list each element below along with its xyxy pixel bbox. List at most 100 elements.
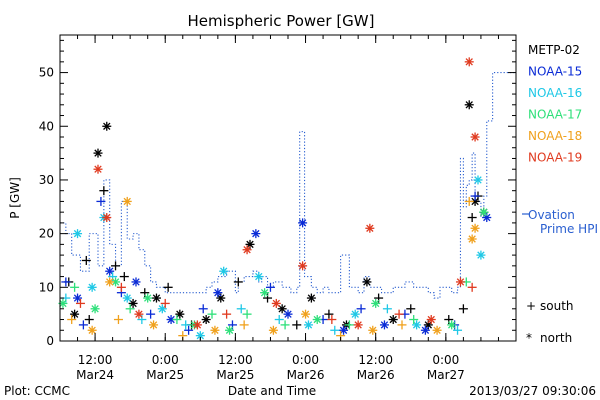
data-point (84, 315, 94, 325)
data-point (70, 309, 80, 319)
data-point (470, 132, 480, 142)
data-point (222, 309, 232, 319)
data-point (70, 282, 80, 292)
data-point (397, 320, 407, 330)
x-tick-label-date: Mar25 (146, 368, 184, 382)
data-point (122, 196, 132, 206)
point-stroke (304, 321, 313, 329)
data-point (198, 304, 208, 314)
data-point (426, 315, 436, 325)
data-point (479, 207, 489, 217)
point-stroke (91, 305, 99, 313)
series-noaa-15 (61, 191, 492, 335)
point-stroke (246, 240, 254, 249)
y-tick-label: 0 (46, 334, 54, 348)
data-point (303, 320, 313, 330)
data-point (219, 266, 229, 276)
point-stroke (424, 321, 433, 329)
ovation-hpi-line (60, 72, 516, 299)
data-point (125, 304, 135, 314)
data-point (455, 277, 465, 287)
data-point (116, 282, 126, 292)
point-stroke (313, 315, 321, 324)
legend-noaa-16: NOAA-16 (528, 86, 582, 100)
data-point (105, 266, 115, 276)
data-point (339, 325, 349, 335)
data-point (458, 304, 468, 314)
data-point (470, 223, 480, 233)
data-point (175, 309, 185, 319)
x-tick-label-date: Mar26 (287, 368, 325, 382)
series-noaa-16 (61, 175, 486, 341)
x-tick-label-time: 0:00 (152, 353, 179, 367)
point-stroke (389, 315, 397, 324)
point-stroke (243, 246, 251, 254)
data-point (365, 223, 375, 233)
data-point (113, 315, 123, 325)
legend-marker-label: north (540, 331, 572, 345)
point-stroke (307, 294, 316, 302)
data-point (143, 293, 153, 303)
data-point (172, 315, 182, 325)
data-point (368, 325, 378, 335)
data-point (301, 309, 311, 319)
point-stroke (255, 272, 263, 281)
data-point (242, 245, 252, 255)
legend: METP-02 NOAA-15 NOAA-16 NOAA-17 NOAA-18 NOAA-… (522, 43, 598, 345)
point-stroke (219, 267, 228, 275)
data-point (473, 175, 483, 185)
point-stroke (73, 229, 82, 238)
point-stroke (474, 176, 482, 184)
data-point (464, 100, 474, 110)
data-point (265, 282, 275, 292)
data-point (149, 320, 159, 330)
point-stroke (193, 321, 202, 329)
point-stroke (225, 326, 234, 334)
data-point (96, 196, 106, 206)
data-point (131, 277, 141, 287)
data-point (476, 250, 486, 260)
point-stroke (278, 305, 286, 313)
data-point (207, 309, 217, 319)
data-point (254, 272, 264, 282)
data-point (298, 261, 308, 271)
point-stroke (483, 213, 491, 222)
data-point (283, 309, 293, 319)
point-stroke (105, 278, 114, 286)
point-stroke (351, 310, 359, 318)
data-point (271, 298, 281, 308)
data-point (181, 320, 191, 330)
data-point (61, 277, 71, 287)
data-point (453, 325, 463, 335)
x-axis-label: Date and Time (228, 384, 316, 398)
data-point (87, 282, 97, 292)
point-stroke (421, 326, 430, 334)
data-point (201, 315, 211, 325)
point-stroke (214, 288, 222, 297)
data-point (192, 320, 202, 330)
point-stroke (217, 294, 225, 302)
data-point (128, 298, 138, 308)
point-stroke (363, 278, 371, 286)
x-tick-label-date: Mar24 (76, 368, 114, 382)
point-stroke (465, 101, 473, 109)
data-point (324, 309, 334, 319)
point-stroke (272, 299, 281, 308)
point-stroke (59, 299, 67, 308)
data-point (93, 164, 103, 174)
legend-marker-symbol: + (526, 299, 536, 313)
y-axis-label: P [GW] (8, 177, 22, 219)
point-stroke (158, 305, 167, 313)
data-point (251, 229, 261, 239)
data-point (67, 315, 77, 325)
point-stroke (269, 326, 278, 334)
data-point (420, 325, 430, 335)
point-stroke (105, 267, 114, 275)
data-point (306, 293, 316, 303)
data-point (260, 288, 270, 298)
point-stroke (129, 299, 137, 308)
y-tick-label: 40 (39, 119, 54, 133)
point-stroke (88, 283, 96, 292)
data-point (371, 298, 381, 308)
